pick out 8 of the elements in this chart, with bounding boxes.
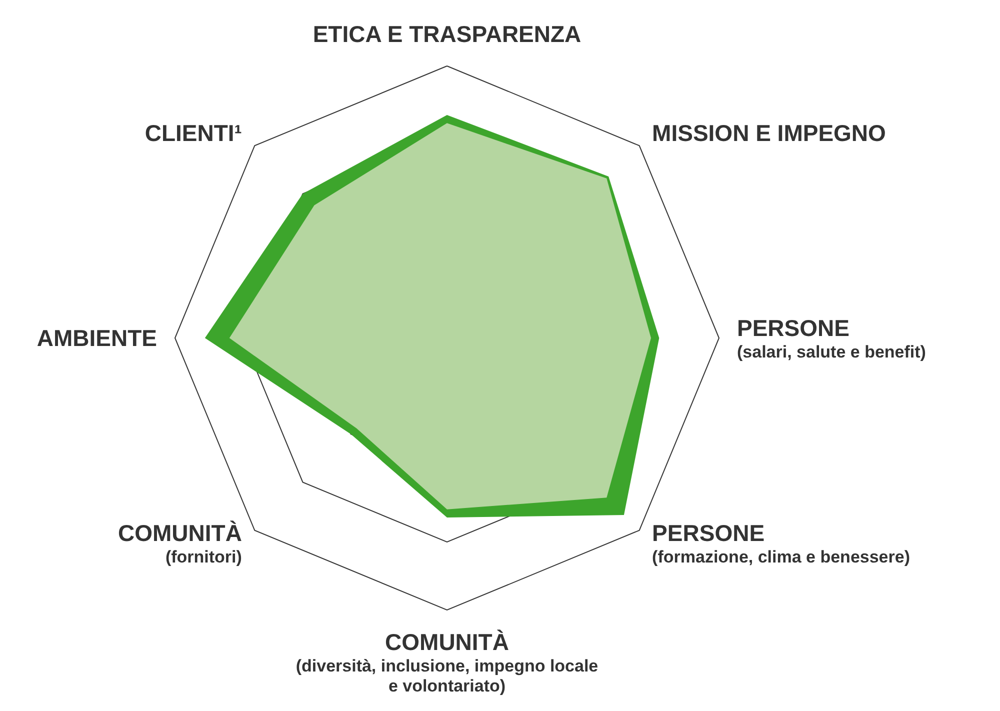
spoke-label: COMUNITÀ (diversità, inclusione, impegno locale e volontariato) [296, 629, 598, 696]
spoke-label: PERSONE (salari, salute e benefit) [737, 315, 926, 362]
spoke-label: ETICA E TRASPARENZA [312, 21, 582, 47]
spoke-label: AMBIENTE [36, 325, 157, 351]
spoke-label: MISSION E IMPEGNO [652, 120, 886, 146]
spoke-label: PERSONE (formazione, clima e benessere) [652, 520, 910, 567]
spoke-label: COMUNITÀ (fornitori) [118, 520, 242, 567]
spoke-label: CLIENTI¹ [144, 120, 242, 146]
